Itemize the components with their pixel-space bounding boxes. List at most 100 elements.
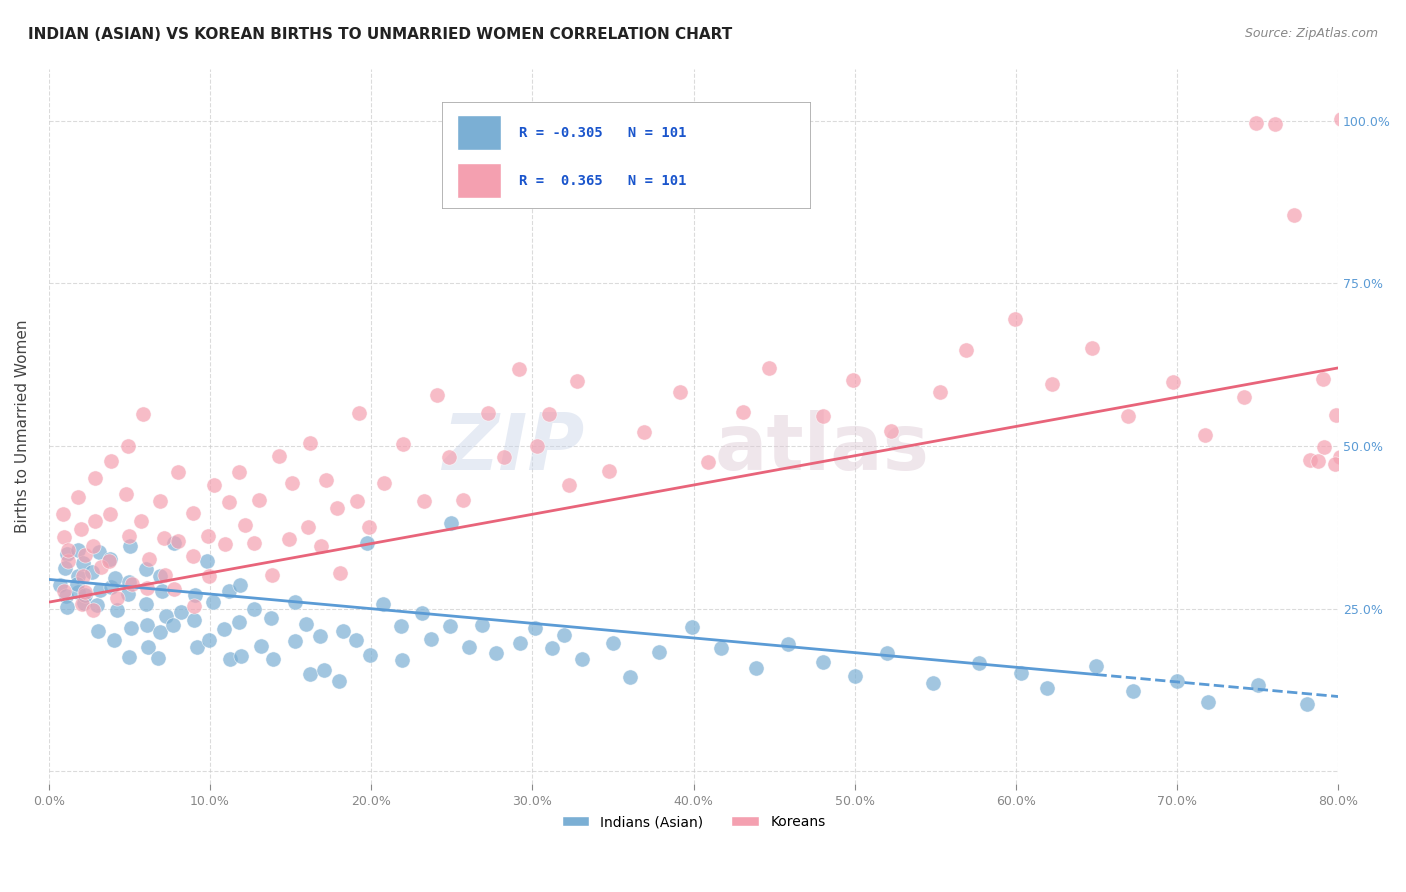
Point <box>84 514 107 528</box>
Point <box>710 640 733 655</box>
Point <box>567 374 589 388</box>
Point <box>163 536 186 550</box>
Point <box>391 653 413 667</box>
Point <box>181 549 204 563</box>
Point <box>87 624 110 638</box>
Point <box>571 651 593 665</box>
Point <box>75 585 97 599</box>
Point <box>58 554 80 568</box>
Point <box>1233 390 1256 404</box>
Point <box>357 519 380 533</box>
Point <box>56 547 79 561</box>
Point <box>1329 450 1351 465</box>
Point <box>218 495 240 509</box>
Point <box>1324 458 1347 472</box>
Point <box>1197 695 1219 709</box>
Point <box>969 656 991 670</box>
Point <box>198 569 221 583</box>
Point <box>72 569 94 583</box>
Point <box>356 536 378 550</box>
Point <box>136 582 159 596</box>
Point <box>392 437 415 451</box>
Point <box>1330 112 1353 127</box>
Point <box>745 661 768 675</box>
Point <box>89 545 111 559</box>
Point <box>492 450 515 465</box>
Point <box>228 465 250 479</box>
Point <box>329 566 352 581</box>
Point <box>391 619 413 633</box>
Point <box>298 667 321 681</box>
Point <box>260 611 283 625</box>
Point <box>149 624 172 639</box>
Point <box>411 607 433 621</box>
Point <box>195 554 218 568</box>
Point <box>153 567 176 582</box>
Point <box>1122 684 1144 698</box>
Point <box>72 597 94 611</box>
Text: Source: ZipAtlas.com: Source: ZipAtlas.com <box>1244 27 1378 40</box>
Point <box>66 542 89 557</box>
Point <box>485 646 508 660</box>
Point <box>844 669 866 683</box>
Point <box>1035 681 1057 695</box>
Point <box>120 621 142 635</box>
Point <box>349 406 371 420</box>
Point <box>1282 208 1305 222</box>
Point <box>842 373 865 387</box>
Point <box>1264 117 1286 131</box>
Point <box>229 578 252 592</box>
Point <box>167 534 190 549</box>
Point <box>420 632 443 646</box>
Point <box>509 636 531 650</box>
Point <box>776 637 799 651</box>
Point <box>453 493 475 508</box>
Point <box>1163 376 1185 390</box>
Point <box>202 478 225 492</box>
Point <box>523 622 546 636</box>
Point <box>197 632 219 647</box>
Point <box>98 552 121 566</box>
Text: ZIP: ZIP <box>441 410 583 486</box>
Point <box>82 540 104 554</box>
Point <box>1116 409 1139 423</box>
Point <box>82 603 104 617</box>
Point <box>280 475 302 490</box>
Point <box>170 605 193 619</box>
Point <box>105 591 128 605</box>
Point <box>72 596 94 610</box>
Point <box>104 571 127 585</box>
Point <box>72 556 94 570</box>
Point <box>619 670 641 684</box>
Point <box>928 385 950 400</box>
Point <box>1166 674 1188 689</box>
Point <box>1299 453 1322 467</box>
Point <box>243 601 266 615</box>
Point <box>922 676 945 690</box>
Point <box>1312 440 1334 454</box>
Point <box>228 615 250 629</box>
Point <box>648 645 671 659</box>
Point <box>183 613 205 627</box>
Point <box>184 588 207 602</box>
Point <box>51 507 73 521</box>
Point <box>758 361 780 376</box>
Point <box>309 629 332 643</box>
Point <box>53 561 76 575</box>
Point <box>1004 311 1026 326</box>
Point <box>75 588 97 602</box>
Point <box>696 455 718 469</box>
Point <box>876 646 898 660</box>
Point <box>155 609 177 624</box>
Point <box>344 632 367 647</box>
Point <box>526 438 548 452</box>
Point <box>1312 372 1334 386</box>
Point <box>811 655 834 669</box>
Point <box>56 599 79 614</box>
Point <box>138 552 160 566</box>
Point <box>231 649 253 664</box>
Point <box>149 493 172 508</box>
Point <box>262 652 284 666</box>
Point <box>1085 659 1108 673</box>
Point <box>55 589 77 603</box>
